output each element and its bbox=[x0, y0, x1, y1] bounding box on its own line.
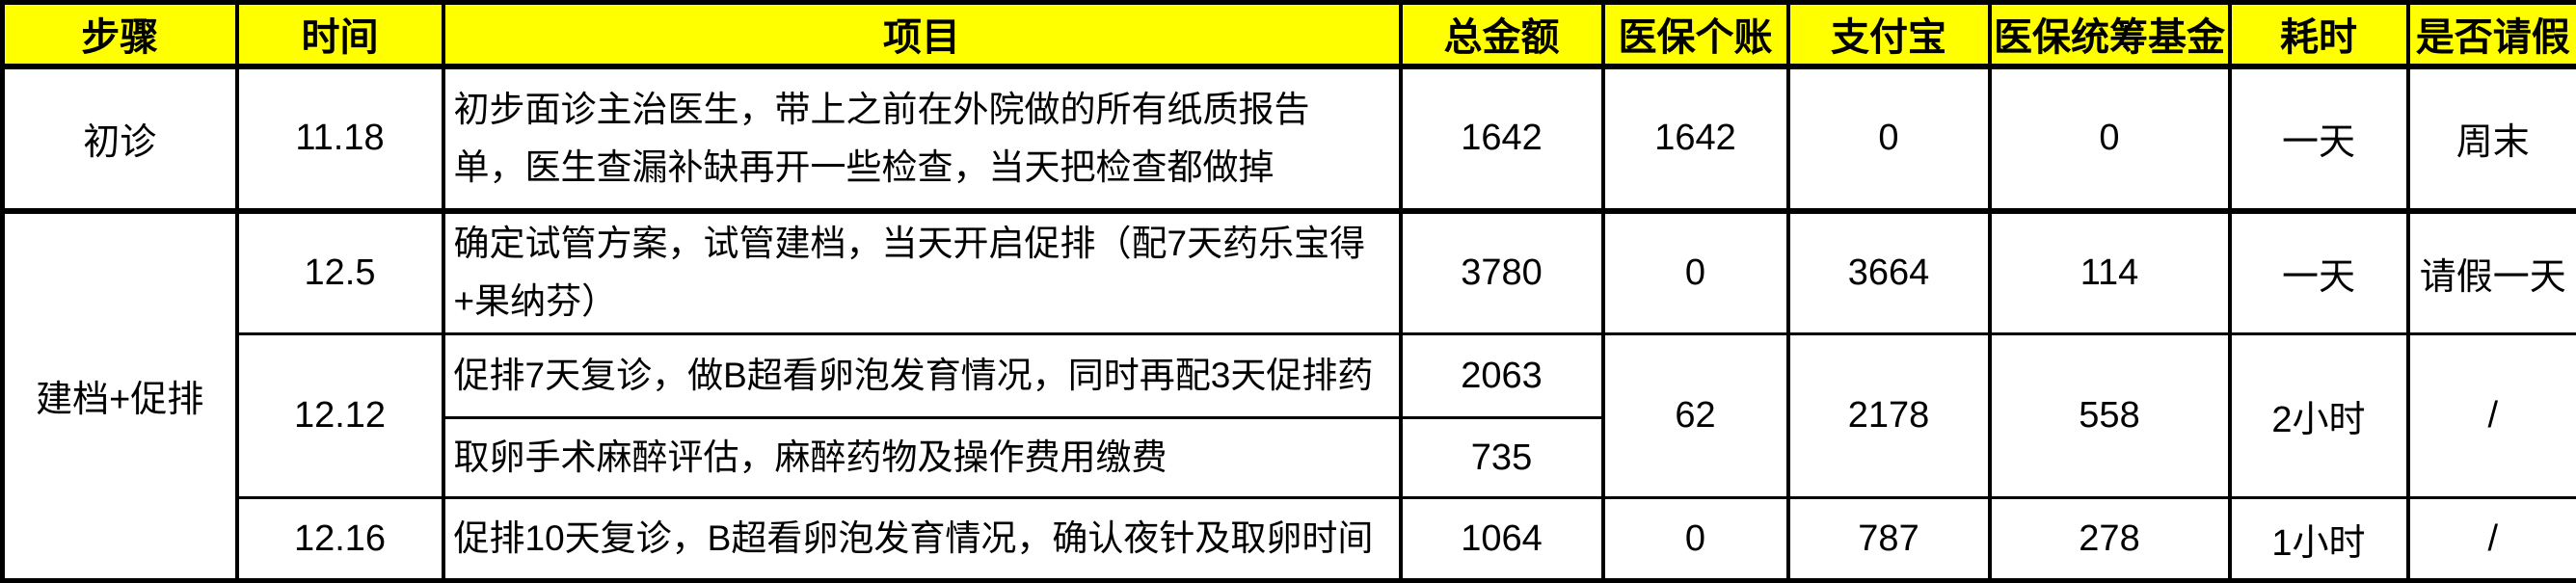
cell-r4-total: 735 bbox=[1401, 418, 1603, 498]
cell-time-12-12: 12.12 bbox=[237, 334, 443, 498]
cell-r5-alipay: 787 bbox=[1788, 498, 1990, 581]
table-row-filing-day1: 建档+促排 12.5 确定试管方案，试管建档，当天开启促排（配7天药乐宝得 +果… bbox=[3, 211, 2576, 334]
header-duration: 耗时 bbox=[2230, 3, 2408, 66]
header-step: 步骤 bbox=[3, 3, 237, 66]
cell-r4-item: 取卵手术麻醉评估，麻醉药物及操作费用缴费 bbox=[443, 418, 1401, 498]
header-alipay: 支付宝 bbox=[1788, 3, 1990, 66]
cell-r2-leave: 请假一天 bbox=[2408, 211, 2576, 334]
cell-r1-time: 11.18 bbox=[237, 66, 443, 211]
cell-r5-leave: / bbox=[2408, 498, 2576, 581]
cell-r1-item: 初步面诊主治医生，带上之前在外院做的所有纸质报告 单，医生查漏补缺再开一些检查，… bbox=[443, 66, 1401, 211]
cell-r3-duration: 2小时 bbox=[2230, 334, 2408, 498]
cell-r2-alipay: 3664 bbox=[1788, 211, 1990, 334]
cell-r1-total: 1642 bbox=[1401, 66, 1603, 211]
table-row-first-visit: 初诊 11.18 初步面诊主治医生，带上之前在外院做的所有纸质报告 单，医生查漏… bbox=[3, 66, 2576, 211]
cell-r3-item: 促排7天复诊，做B超看卵泡发育情况，同时再配3天促排药 bbox=[443, 334, 1401, 418]
cell-r3-leave: / bbox=[2408, 334, 2576, 498]
cell-r3-total: 2063 bbox=[1401, 334, 1603, 418]
cell-r5-insurance-fund: 278 bbox=[1990, 498, 2230, 581]
cell-r5-insurance-personal: 0 bbox=[1603, 498, 1788, 581]
cell-r5-item: 促排10天复诊，B超看卵泡发育情况，确认夜针及取卵时间 bbox=[443, 498, 1401, 581]
cell-r2-total: 3780 bbox=[1401, 211, 1603, 334]
header-row: 步骤 时间 项目 总金额 医保个账 支付宝 医保统筹基金 耗时 是否请假 bbox=[3, 3, 2576, 66]
cell-r2-duration: 一天 bbox=[2230, 211, 2408, 334]
header-item: 项目 bbox=[443, 3, 1401, 66]
cell-r1-insurance-personal: 1642 bbox=[1603, 66, 1788, 211]
header-total-amount: 总金额 bbox=[1401, 3, 1603, 66]
cell-r1-step: 初诊 bbox=[3, 66, 237, 211]
cell-r1-duration: 一天 bbox=[2230, 66, 2408, 211]
cell-r3-alipay: 2178 bbox=[1788, 334, 1990, 498]
header-time: 时间 bbox=[237, 3, 443, 66]
cell-r5-total: 1064 bbox=[1401, 498, 1603, 581]
cell-r2-item: 确定试管方案，试管建档，当天开启促排（配7天药乐宝得 +果纳芬） bbox=[443, 211, 1401, 334]
cell-r1-alipay: 0 bbox=[1788, 66, 1990, 211]
cell-r2-time: 12.5 bbox=[237, 211, 443, 334]
cell-r3-insurance-personal: 62 bbox=[1603, 334, 1788, 498]
header-leave: 是否请假 bbox=[2408, 3, 2576, 66]
header-insurance-personal: 医保个账 bbox=[1603, 3, 1788, 66]
cell-r5-time: 12.16 bbox=[237, 498, 443, 581]
cell-r1-leave: 周末 bbox=[2408, 66, 2576, 211]
cell-r2-insurance-personal: 0 bbox=[1603, 211, 1788, 334]
header-insurance-fund: 医保统筹基金 bbox=[1990, 3, 2230, 66]
cell-r5-duration: 1小时 bbox=[2230, 498, 2408, 581]
cell-r1-insurance-fund: 0 bbox=[1990, 66, 2230, 211]
cell-r3-insurance-fund: 558 bbox=[1990, 334, 2230, 498]
cell-step-filing-stimulation: 建档+促排 bbox=[3, 211, 237, 581]
cell-r2-insurance-fund: 114 bbox=[1990, 211, 2230, 334]
table-row-day10-checkup: 12.16 促排10天复诊，B超看卵泡发育情况，确认夜针及取卵时间 1064 0… bbox=[3, 498, 2576, 581]
table-row-day7-checkup: 12.12 促排7天复诊，做B超看卵泡发育情况，同时再配3天促排药 2063 6… bbox=[3, 334, 2576, 418]
